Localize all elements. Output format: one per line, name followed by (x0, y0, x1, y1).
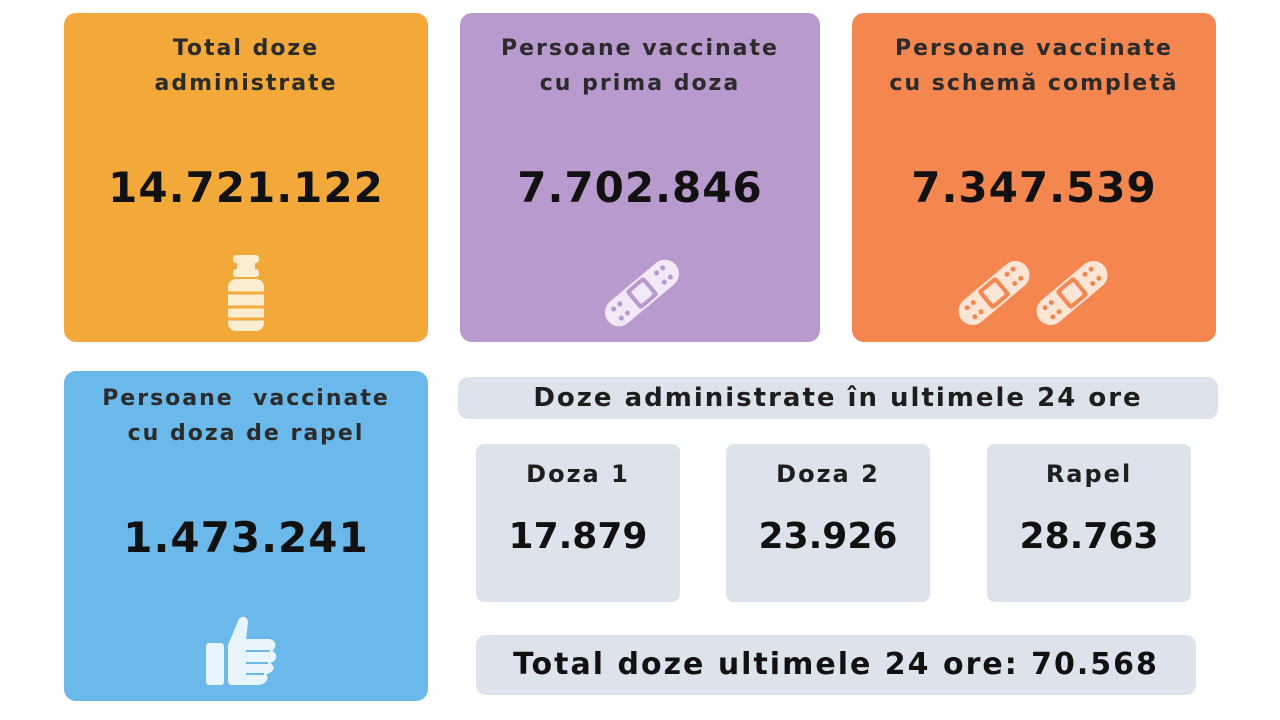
booster-24h-value: 28.763 (1019, 516, 1159, 557)
bandage-icon (605, 259, 679, 327)
complete-scheme-value: 7.347.539 (911, 163, 1157, 212)
dose2-value: 23.926 (758, 516, 898, 557)
booster-24h-box: Rapel 28.763 (987, 444, 1191, 602)
total-doses-value: 14.721.122 (108, 163, 384, 212)
first-dose-value: 7.702.846 (517, 163, 763, 212)
vaccine-vial-icon (228, 255, 264, 331)
last-24h-title: Doze administrate în ultimele 24 ore (458, 377, 1218, 419)
thumbs-up-icon (206, 616, 277, 685)
total-doses-card: Total doze administrate 14.721.122 (64, 13, 428, 342)
total-24h: Total doze ultimele 24 ore: 70.568 (476, 635, 1196, 695)
booster-title: Persoane vaccinate cu doza de rapel (102, 386, 390, 446)
booster-card: Persoane vaccinate cu doza de rapel 1.47… (64, 371, 428, 701)
dose2-box: Doza 2 23.926 (726, 444, 930, 602)
total-doses-title: Total doze administrate (154, 36, 338, 96)
dose1-value: 17.879 (508, 516, 648, 557)
complete-scheme-card: Persoane vaccinate cu schemă completă 7.… (852, 13, 1216, 342)
dose1-label: Doza 1 (526, 460, 630, 488)
first-dose-title: Persoane vaccinate cu prima doza (501, 36, 779, 96)
dose1-box: Doza 1 17.879 (476, 444, 680, 602)
dose2-label: Doza 2 (776, 460, 880, 488)
booster-value: 1.473.241 (123, 513, 369, 562)
first-dose-card: Persoane vaccinate cu prima doza 7.702.8… (460, 13, 820, 342)
complete-scheme-title: Persoane vaccinate cu schemă completă (889, 36, 1179, 96)
booster-24h-label: Rapel (1045, 460, 1133, 488)
double-bandage-icon (958, 261, 1108, 325)
